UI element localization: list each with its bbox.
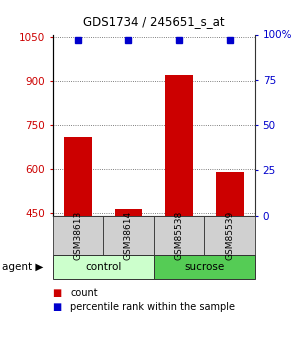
Bar	[64, 137, 92, 216]
Text: control: control	[85, 263, 121, 272]
Text: agent ▶: agent ▶	[2, 263, 43, 272]
Text: count: count	[70, 288, 98, 298]
Bar	[216, 172, 244, 216]
Text: sucrose: sucrose	[184, 263, 224, 272]
Text: GSM85538: GSM85538	[175, 211, 184, 260]
Bar	[115, 209, 142, 216]
Text: GSM38613: GSM38613	[73, 211, 82, 260]
Text: GDS1734 / 245651_s_at: GDS1734 / 245651_s_at	[83, 14, 225, 28]
Text: GSM85539: GSM85539	[225, 211, 234, 260]
Text: percentile rank within the sample: percentile rank within the sample	[70, 302, 236, 312]
Bar	[165, 76, 193, 216]
Text: GSM38614: GSM38614	[124, 211, 133, 260]
Text: ■: ■	[52, 288, 62, 298]
Text: ■: ■	[52, 302, 62, 312]
